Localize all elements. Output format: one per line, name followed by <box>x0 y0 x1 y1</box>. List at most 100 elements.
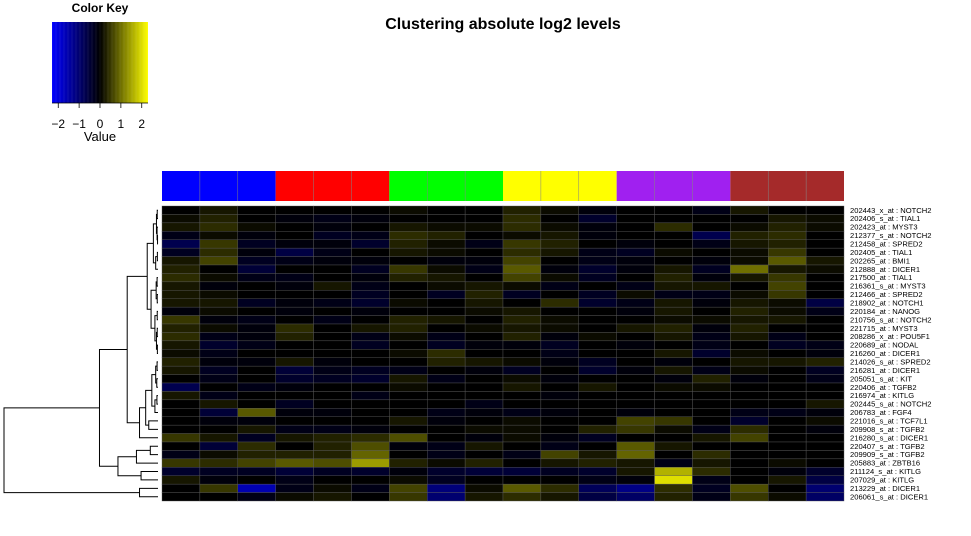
heatmap-cell <box>351 247 390 257</box>
heatmap-cell <box>768 256 807 266</box>
dendrogram-branch <box>126 275 148 424</box>
heatmap-cell <box>578 441 617 451</box>
heatmap-cell <box>540 467 579 476</box>
row-label: 212458_at : SPRED2 <box>850 240 923 249</box>
heatmap-cell <box>768 315 807 325</box>
heatmap-cell <box>161 298 201 308</box>
heatmap-cell <box>540 281 579 291</box>
heatmap-cell <box>805 391 845 401</box>
heatmap-cell <box>616 450 655 460</box>
heatmap-cell <box>313 290 352 299</box>
heatmap-cell <box>389 458 428 468</box>
row-label: 202423_at : MYST3 <box>850 223 918 232</box>
heatmap-cell <box>502 315 542 325</box>
heatmap-cell <box>427 365 466 375</box>
heatmap-cell <box>616 222 655 232</box>
heatmap-cell <box>616 239 655 249</box>
heatmap-cell <box>199 332 238 342</box>
heatmap-cell <box>464 315 504 325</box>
heatmap-cell <box>464 340 504 350</box>
heatmap-cell <box>616 247 655 257</box>
heatmap-cell <box>616 399 655 409</box>
heatmap-cell <box>768 273 807 283</box>
row-label: 212888_at : DICER1 <box>850 265 920 274</box>
heatmap-cell <box>730 231 769 240</box>
heatmap-cell <box>161 458 201 468</box>
heatmap-cell <box>275 214 314 224</box>
heatmap-cell <box>389 315 428 325</box>
heatmap-cell <box>389 467 428 476</box>
heatmap-cell <box>578 391 617 401</box>
heatmap-cell <box>161 332 201 342</box>
heatmap-cell <box>540 391 579 401</box>
heatmap-cell <box>389 214 428 224</box>
heatmap-cell <box>427 492 466 502</box>
heatmap-cell <box>540 433 579 443</box>
row-label: 212377_s_at : NOTCH2 <box>850 231 931 240</box>
heatmap-cell <box>161 281 201 291</box>
column-color-cell <box>692 171 731 201</box>
heatmap-cell <box>616 475 655 485</box>
heatmap-cell <box>805 365 845 375</box>
heatmap-cell <box>275 247 314 257</box>
heatmap-cell <box>730 391 769 401</box>
heatmap-cell <box>237 231 276 240</box>
heatmap-cell <box>275 205 314 215</box>
dendrogram-branch <box>156 327 158 338</box>
heatmap-cell <box>768 424 807 434</box>
heatmap-cell <box>692 475 731 485</box>
heatmap-cell <box>427 239 466 249</box>
heatmap-cell <box>389 332 428 342</box>
column-color-cell <box>578 171 617 201</box>
heatmap-cell <box>540 374 579 384</box>
heatmap-cell <box>464 306 504 316</box>
heatmap-cell <box>313 433 352 443</box>
heatmap-cell <box>313 416 352 426</box>
heatmap-cell <box>540 239 579 249</box>
heatmap-cell <box>427 281 466 291</box>
heatmap-cell <box>654 365 693 375</box>
heatmap-cell <box>692 323 731 333</box>
heatmap-cell <box>616 408 655 417</box>
heatmap-cell <box>768 357 807 367</box>
heatmap-cell <box>351 306 390 316</box>
heatmap-cell <box>502 492 542 502</box>
heatmap-cell <box>654 408 693 417</box>
color-key-tick-label: 0 <box>97 117 104 131</box>
heatmap-cell <box>313 399 352 409</box>
heatmap-cell <box>805 247 845 257</box>
heatmap-cell <box>351 273 390 283</box>
heatmap-cell <box>237 475 276 485</box>
heatmap-cell <box>654 298 693 308</box>
row-label: 217500_at : TIAL1 <box>850 273 912 282</box>
heatmap-cell <box>351 231 390 240</box>
heatmap-cell <box>199 323 238 333</box>
heatmap-cell <box>427 433 466 443</box>
heatmap-cell <box>730 239 769 249</box>
heatmap-cell <box>805 424 845 434</box>
heatmap-cell <box>237 391 276 401</box>
heatmap-cell <box>351 290 390 299</box>
heatmap-cell <box>199 264 238 274</box>
heatmap-cell <box>313 247 352 257</box>
heatmap-cell <box>768 290 807 299</box>
heatmap-cell <box>427 441 466 451</box>
heatmap-cell <box>502 424 542 434</box>
heatmap-cell <box>427 340 466 350</box>
heatmap-cell <box>768 214 807 224</box>
heatmap-cell <box>768 264 807 274</box>
heatmap-cell <box>540 357 579 367</box>
heatmap-cell <box>654 256 693 266</box>
heatmap-cell <box>805 416 845 426</box>
heatmap-cell <box>351 214 390 224</box>
heatmap-cell <box>654 247 693 257</box>
heatmap-cell <box>389 374 428 384</box>
heatmap-cell <box>313 239 352 249</box>
heatmap-cell <box>805 205 845 215</box>
heatmap-cell <box>275 231 314 240</box>
heatmap-cell <box>199 399 238 409</box>
heatmap-cell <box>654 424 693 434</box>
row-label: 207029_at : KITLG <box>850 476 914 485</box>
heatmap-cell <box>540 264 579 274</box>
heatmap-cell <box>351 357 390 367</box>
